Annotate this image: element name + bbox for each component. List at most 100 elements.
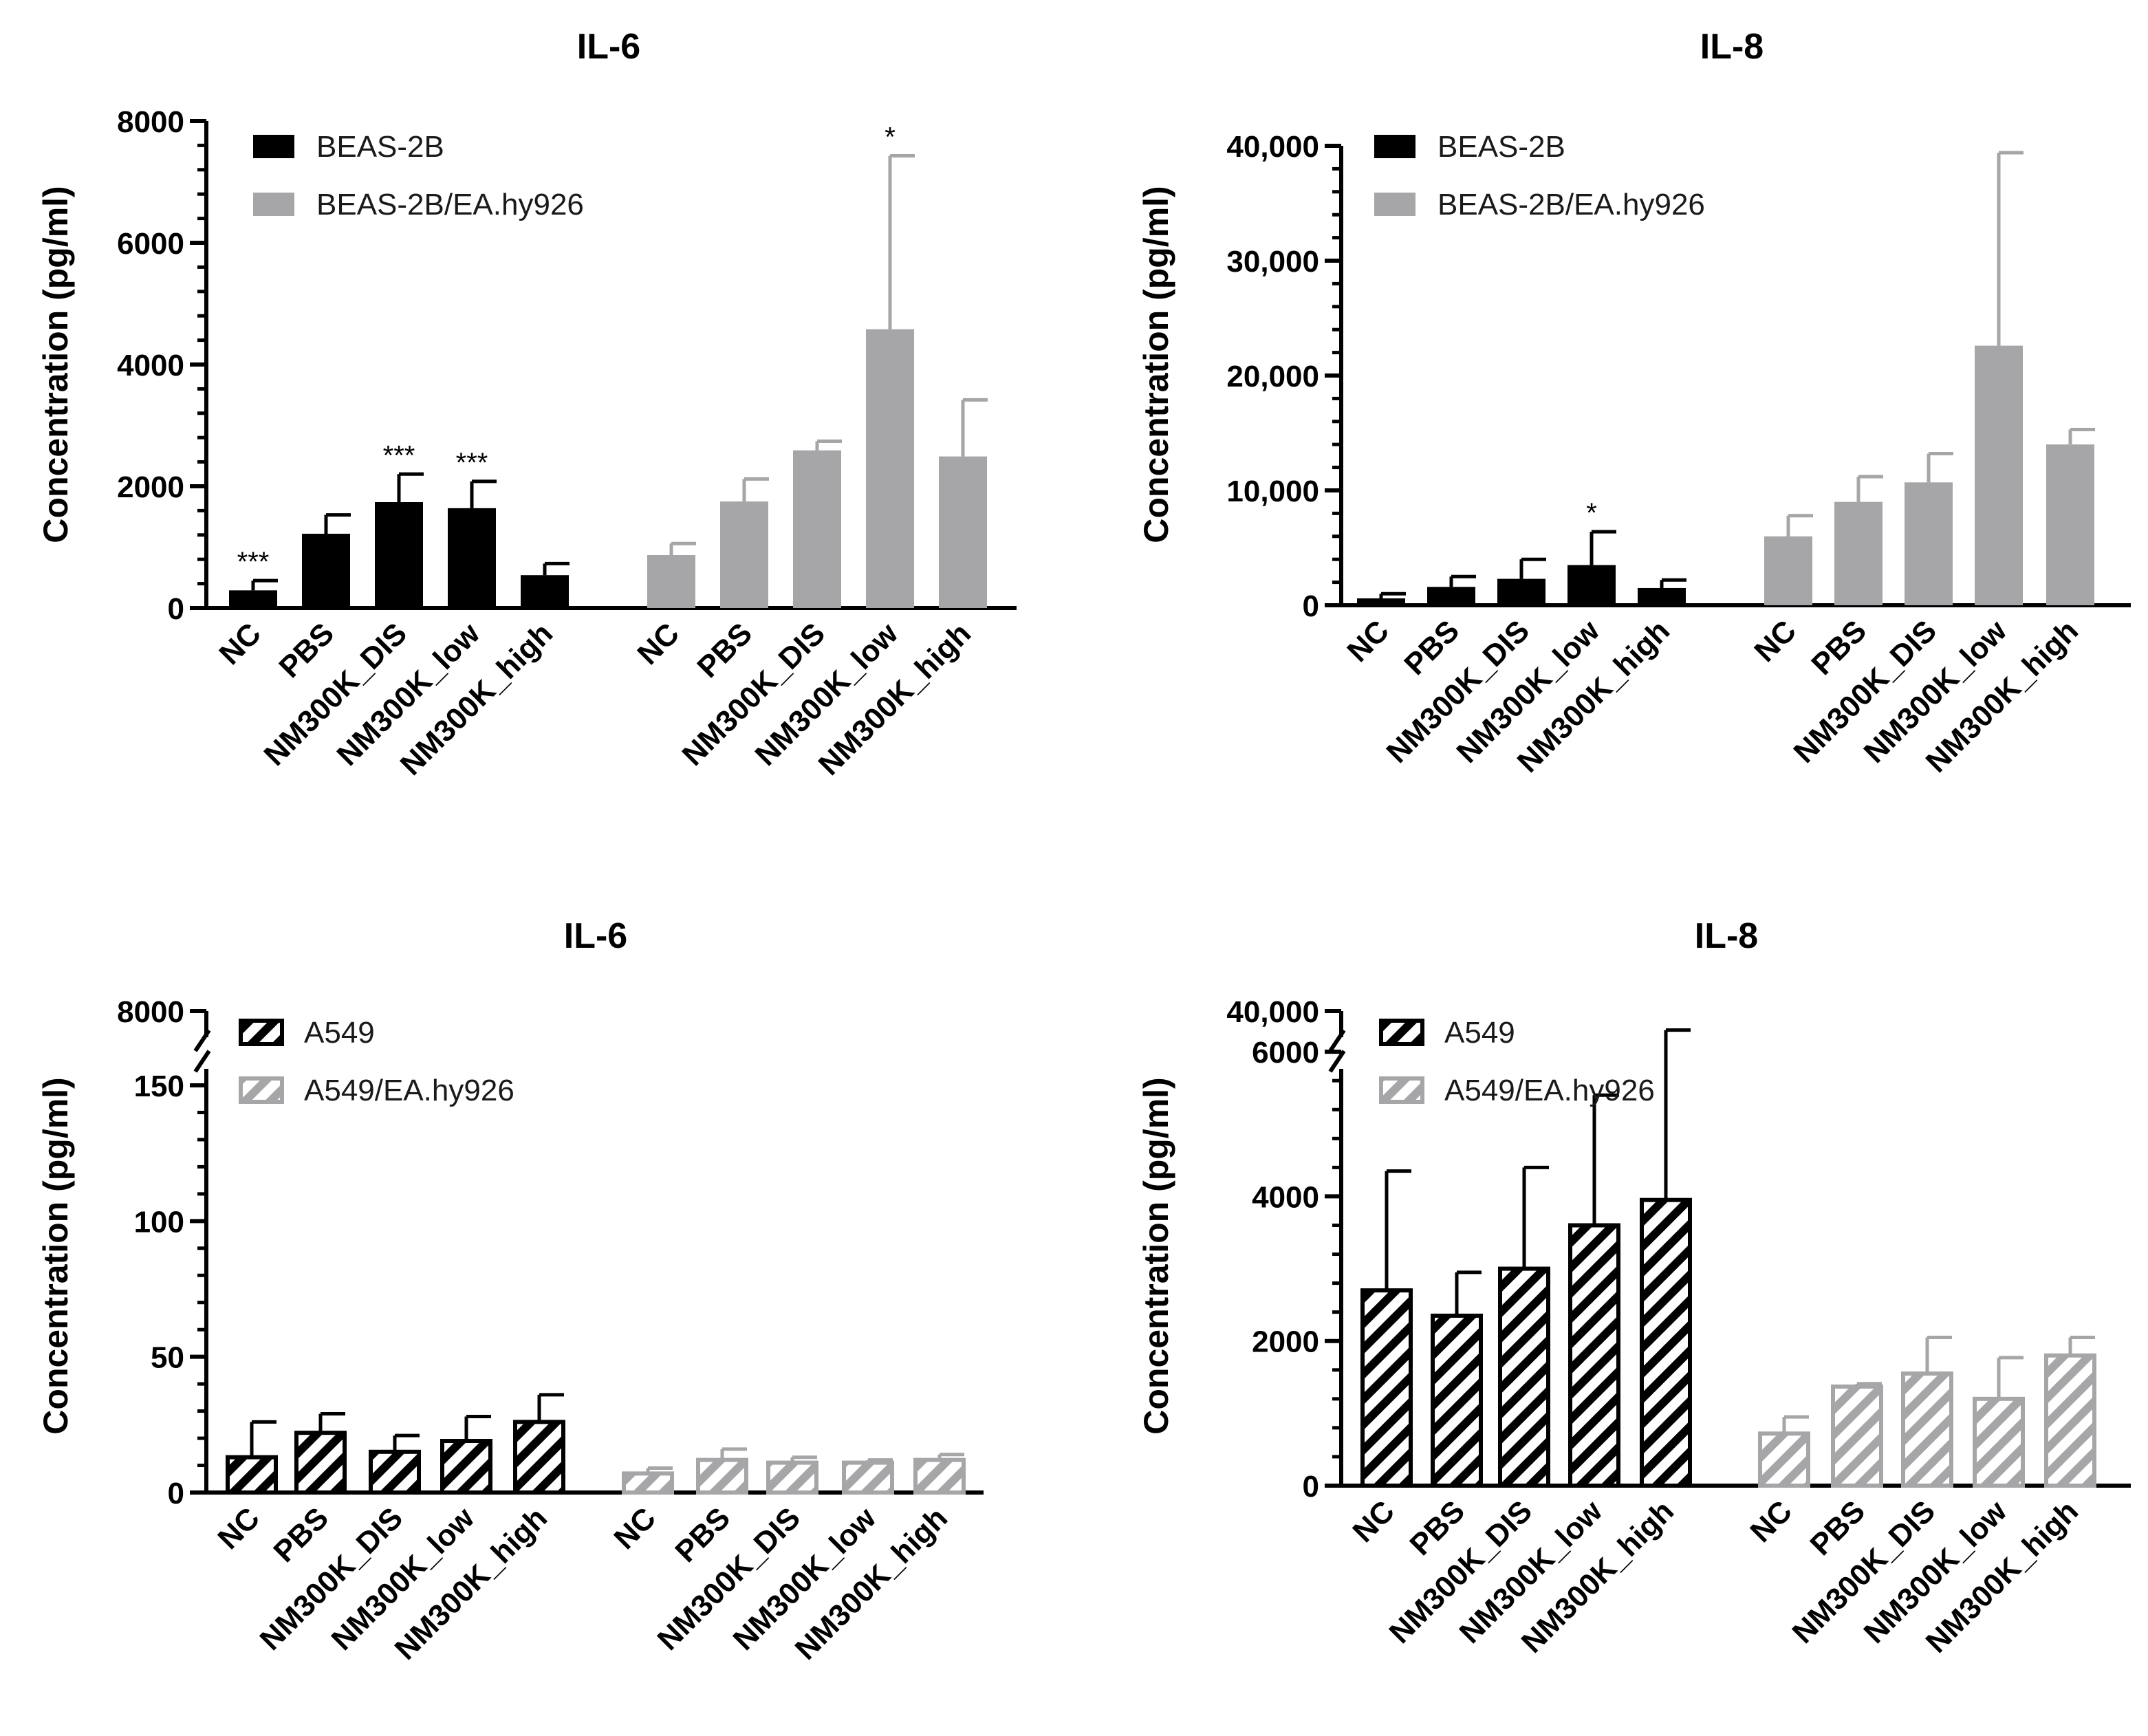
bar-a549-ea-hy926-nm300k-dis	[766, 1460, 818, 1495]
significance-marker: ***	[237, 547, 270, 577]
x-tick-label: NC	[1744, 1494, 1799, 1549]
y-tick-label: 2000	[1252, 1325, 1319, 1359]
legend-swatch	[1379, 1019, 1424, 1046]
bar-beas-2b-nm300k-low	[1567, 565, 1616, 605]
chart-title: IL-6	[577, 27, 640, 67]
x-tick-label: NC	[1748, 614, 1803, 669]
y-tick-label: 4000	[1252, 1180, 1319, 1214]
y-axis-label: Concentration (pg/ml)	[1137, 186, 1175, 543]
bar-a549-ea-hy926-nm300k-dis	[1901, 1371, 1953, 1488]
y-tick-label: 2000	[117, 470, 184, 504]
bar-a549-nm300k-high	[513, 1420, 565, 1495]
bar-a549-ea-hy926-nm300k-high	[2044, 1353, 2096, 1488]
bar-a549-nm300k-low	[440, 1439, 492, 1495]
bar-beas-2b-ea-hy926-nc	[647, 555, 695, 608]
bar-a549-nc	[226, 1455, 278, 1495]
legend-swatch	[239, 1019, 284, 1046]
axis-break-mark	[1328, 1029, 1346, 1052]
significance-marker: *	[885, 122, 896, 152]
legend-swatch	[239, 1076, 284, 1104]
bar-beas-2b-pbs	[302, 534, 350, 608]
axis-break-mark	[193, 1050, 211, 1073]
chart-panel-bottom-right: IL-8 Concentration (pg/ml) 40,000 0 2000 4000…	[1137, 916, 2131, 1660]
bar-beas-2b-ea-hy926-nm300k-low	[866, 329, 914, 608]
bar-beas-2b-ea-hy926-pbs	[720, 501, 768, 608]
legend-label: A549/EA.hy926	[304, 1074, 514, 1107]
bar-beas-2b-ea-hy926-nm300k-dis	[793, 450, 841, 608]
y-tick-label: 0	[168, 1477, 184, 1510]
x-tick-label: NC	[213, 616, 268, 671]
bar-beas-2b-nm300k-high	[521, 575, 569, 608]
legend-label: A549/EA.hy926	[1444, 1074, 1655, 1107]
significance-marker: *	[1586, 498, 1597, 528]
bar-beas-2b-nm300k-dis	[1497, 578, 1545, 605]
bar-beas-2b-pbs	[1427, 587, 1475, 605]
x-tick-label: NC	[631, 616, 686, 671]
y-tick-label: 8000	[117, 105, 184, 139]
bar-beas-2b-ea-hy926-nm300k-low	[1975, 345, 2023, 605]
bar-a549-ea-hy926-nc	[1758, 1431, 1810, 1488]
significance-marker: ***	[383, 440, 415, 470]
bar-a549-nc	[1360, 1288, 1413, 1488]
y-tick-label: 0	[168, 592, 184, 626]
chart-panel-top-left: IL-6 Concentration (pg/ml) 0 2000 4000 6000 80…	[36, 27, 1017, 782]
y-axis-label: Concentration (pg/ml)	[36, 1077, 75, 1434]
x-tick-label: NC	[1346, 1494, 1401, 1549]
bar-a549-ea-hy926-pbs	[696, 1457, 748, 1495]
bar-beas-2b-ea-hy926-nm300k-high	[2046, 444, 2094, 605]
legend-swatch	[1374, 135, 1415, 158]
x-tick-label: PBS	[272, 616, 340, 684]
bar-beas-2b-nc	[1357, 598, 1405, 605]
bar-beas-2b-nc	[229, 590, 277, 608]
y-tick-label-upper: 8000	[117, 995, 184, 1029]
y-axis-label: Concentration (pg/ml)	[36, 186, 75, 543]
y-tick-label: 30,000	[1226, 245, 1319, 279]
x-tick-label: NC	[607, 1501, 662, 1556]
chart-title: IL-8	[1700, 27, 1764, 67]
y-tick-label: 0	[1303, 1470, 1319, 1504]
chart-title: IL-6	[564, 916, 627, 956]
bar-a549-pbs	[294, 1431, 347, 1495]
x-tick-label: NC	[1341, 614, 1396, 669]
y-tick-label: 50	[151, 1341, 184, 1375]
y-tick-label: 6000	[117, 227, 184, 261]
y-tick-label: 100	[134, 1205, 184, 1239]
legend-swatch	[1374, 193, 1415, 216]
y-tick-label: 10,000	[1226, 475, 1319, 508]
bar-beas-2b-ea-hy926-nm300k-dis	[1905, 482, 1953, 605]
y-tick-label: 20,000	[1226, 360, 1319, 393]
x-tick-label: PBS	[267, 1501, 335, 1569]
bar-beas-2b-ea-hy926-pbs	[1834, 501, 1883, 605]
x-tick-label: PBS	[691, 616, 759, 684]
legend-label: BEAS-2B/EA.hy926	[316, 188, 584, 221]
legend-label: BEAS-2B	[316, 130, 444, 164]
x-tick-label: NC	[211, 1501, 266, 1556]
y-tick-label: 0	[1303, 589, 1319, 623]
legend-swatch	[253, 135, 294, 158]
bar-a549-nm300k-low	[1568, 1223, 1620, 1488]
bar-beas-2b-nm300k-dis	[375, 502, 423, 608]
significance-marker: ***	[456, 448, 488, 478]
legend-label: BEAS-2B	[1438, 130, 1565, 164]
y-tick-label-upper: 40,000	[1226, 995, 1319, 1029]
chart-panel-bottom-left: IL-6 Concentration (pg/ml) 8000 0 50 100 150 NC…	[36, 916, 984, 1667]
axis-break-mark	[1328, 1050, 1346, 1073]
legend-label: BEAS-2B/EA.hy926	[1438, 188, 1705, 221]
bar-a549-ea-hy926-pbs	[1831, 1384, 1883, 1488]
y-axis-label: Concentration (pg/ml)	[1137, 1077, 1175, 1434]
bar-a549-nm300k-high	[1640, 1197, 1692, 1488]
chart-panel-top-right: IL-8 Concentration (pg/ml) 0 10,000 20,000 30…	[1137, 27, 2131, 779]
y-tick-label: 150	[134, 1070, 184, 1103]
y-tick-label: 40,000	[1226, 130, 1319, 164]
bar-a549-nm300k-dis	[1498, 1266, 1550, 1488]
legend-label: A549	[1444, 1016, 1515, 1050]
bar-beas-2b-ea-hy926-nm300k-high	[939, 456, 987, 608]
bar-a549-ea-hy926-nc	[622, 1471, 674, 1495]
legend-label: A549	[304, 1016, 375, 1050]
bar-a549-ea-hy926-nm300k-high	[913, 1457, 966, 1495]
bar-beas-2b-ea-hy926-nc	[1764, 536, 1812, 605]
bar-a549-pbs	[1431, 1313, 1483, 1488]
y-tick-label: 4000	[117, 349, 184, 382]
